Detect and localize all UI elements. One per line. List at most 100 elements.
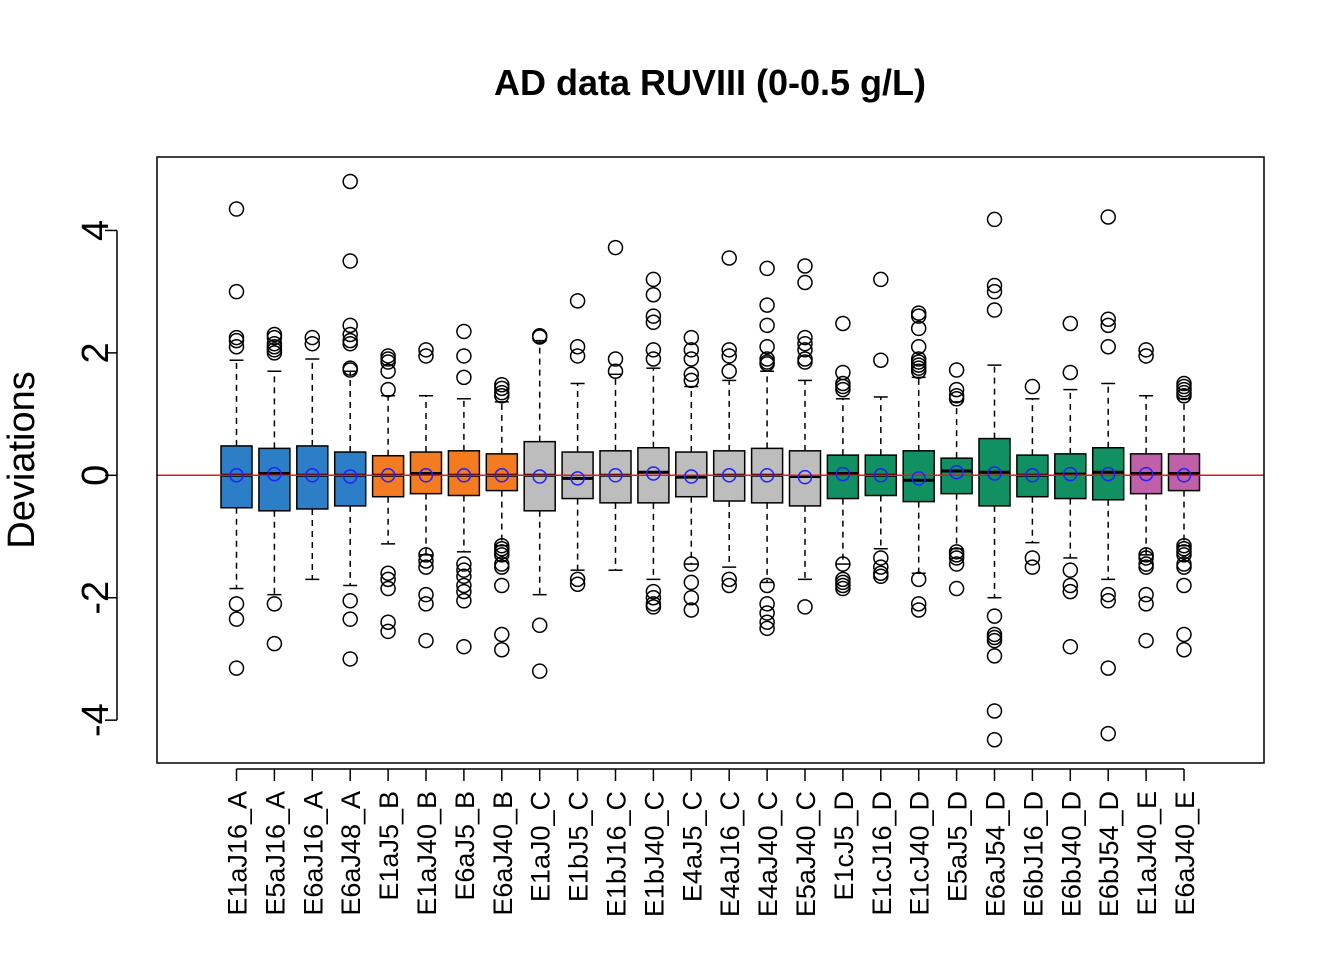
- outlier-point: [797, 354, 813, 370]
- x-tick-label: E1cJ16_D: [867, 791, 897, 916]
- mean-marker: [494, 468, 510, 483]
- outlier-point: [986, 283, 1003, 300]
- outlier-point: [986, 648, 1003, 664]
- outlier-point: [797, 258, 813, 274]
- iqr-box: [333, 451, 367, 507]
- outlier-point: [910, 308, 927, 324]
- x-tick-label: E1aJ40_E: [1132, 791, 1162, 916]
- iqr-box: [485, 453, 519, 492]
- outlier-point: [910, 363, 927, 379]
- outlier-point: [1176, 577, 1192, 594]
- outlier-point: [759, 605, 775, 621]
- outlier-point: [986, 731, 1003, 748]
- iqr-box: [599, 450, 632, 504]
- mean-marker: [570, 471, 585, 486]
- outlier-point: [683, 589, 700, 606]
- outlier-point: [759, 297, 775, 313]
- outlier-point: [835, 375, 851, 392]
- outlier-point: [835, 556, 851, 572]
- outlier-point: [1062, 577, 1079, 594]
- outlier-point: [494, 642, 510, 658]
- outlier-point: [645, 589, 662, 606]
- outlier-point: [986, 608, 1003, 624]
- outlier-point: [797, 329, 813, 346]
- mean-marker: [532, 469, 547, 484]
- outlier-point: [1100, 209, 1116, 225]
- outlier-point: [1062, 583, 1079, 600]
- outlier-point: [683, 602, 700, 618]
- outlier-point: [873, 271, 889, 288]
- outlier-point: [1176, 642, 1192, 658]
- outlier-point: [797, 342, 813, 358]
- box-E4aJ5_C: [675, 329, 708, 618]
- outlier-point: [1062, 364, 1079, 381]
- outlier-point: [342, 335, 358, 352]
- x-tick-label: E6aJ40_B: [488, 791, 518, 916]
- y-tick-label: -2: [75, 581, 117, 615]
- box-E6bJ54_D: [1091, 209, 1125, 742]
- outlier-point: [645, 599, 662, 615]
- outlier-point: [721, 577, 737, 594]
- outlier-point: [948, 550, 965, 566]
- outlier-point: [948, 362, 965, 378]
- y-tick-label: 4: [75, 220, 117, 241]
- outlier-point: [948, 391, 965, 407]
- outlier-point: [380, 363, 396, 379]
- iqr-box: [826, 454, 860, 500]
- box-E1aJ0_C: [523, 327, 556, 679]
- outlier-point: [835, 580, 851, 597]
- x-tick-label: E1aJ40_B: [412, 791, 442, 916]
- outlier-point: [759, 614, 775, 630]
- box-E6bJ16_D: [1016, 378, 1049, 575]
- outlier-point: [1100, 339, 1116, 355]
- x-tick-label: E4aJ5_C: [677, 791, 707, 902]
- outlier-point: [873, 550, 889, 566]
- outlier-point: [835, 364, 851, 381]
- outlier-point: [1024, 550, 1041, 566]
- outlier-point: [1138, 632, 1154, 649]
- x-tick-label: E1cJ5_D: [829, 791, 859, 901]
- outlier-point: [645, 314, 662, 331]
- mean-marker: [949, 464, 964, 480]
- outlier-point: [418, 342, 434, 358]
- box-E6aJ40_B: [485, 376, 519, 658]
- outlier-point: [683, 342, 700, 358]
- outlier-point: [1138, 559, 1154, 575]
- outlier-point: [456, 638, 472, 655]
- outlier-point: [721, 250, 737, 266]
- iqr-box: [1091, 447, 1125, 501]
- outlier-point: [873, 568, 889, 585]
- outlier-point: [683, 556, 700, 572]
- outlier-point: [1100, 311, 1116, 327]
- iqr-box: [788, 450, 822, 507]
- x-tick-label: E6aJ16_A: [298, 791, 328, 916]
- mean-marker: [456, 468, 472, 483]
- outlier-point: [948, 381, 965, 398]
- outlier-point: [266, 345, 283, 361]
- outlier-point: [418, 596, 434, 612]
- outlier-point: [494, 376, 510, 393]
- box-E6aJ40_E: [1167, 375, 1201, 658]
- outlier-point: [494, 559, 510, 575]
- box-E5aJ40_C: [788, 258, 822, 615]
- y-axis: -4 -2 0 2 4: [75, 220, 118, 737]
- mean-marker: [305, 468, 320, 483]
- outlier-point: [456, 593, 472, 609]
- iqr-box: [296, 445, 329, 510]
- outlier-point: [1138, 596, 1154, 612]
- outlier-point: [380, 580, 396, 597]
- y-tick-label: 0: [75, 465, 117, 486]
- outlier-point: [910, 305, 927, 321]
- outlier-point: [1176, 541, 1192, 557]
- outlier-point: [228, 201, 245, 217]
- box-E1bJ40_C: [637, 271, 670, 615]
- outlier-point: [910, 339, 927, 355]
- mean-marker: [759, 468, 775, 483]
- outlier-point: [986, 626, 1003, 643]
- outlier-point: [873, 559, 889, 575]
- x-tick-label: E1bJ16_C: [602, 791, 632, 917]
- outlier-point: [569, 348, 586, 364]
- outlier-point: [910, 602, 927, 618]
- outlier-point: [1176, 547, 1192, 563]
- outlier-point: [1100, 725, 1116, 742]
